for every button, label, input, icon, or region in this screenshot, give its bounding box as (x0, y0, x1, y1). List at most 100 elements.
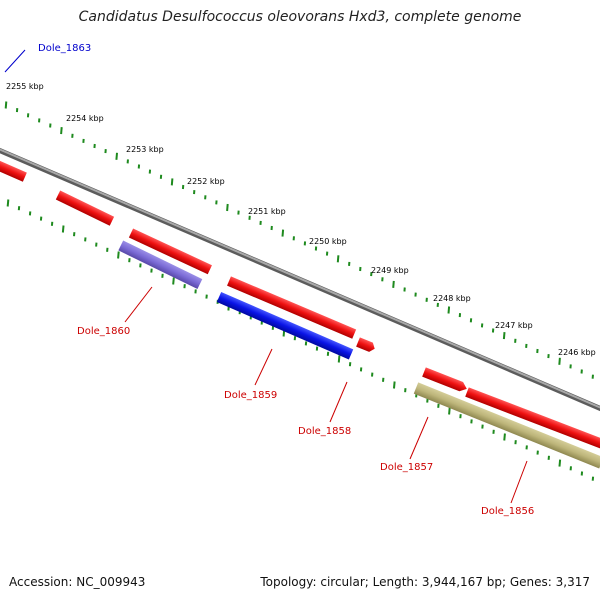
minor-tick (292, 236, 295, 241)
minor-tick (93, 143, 96, 149)
minor-tick (49, 123, 52, 128)
minor-tick (237, 210, 240, 215)
genome-title: Candidatus Desulfococcus oleovorans Hxd3… (78, 9, 522, 25)
cds-feature[interactable] (356, 337, 376, 353)
minor-tick (161, 273, 164, 278)
gene-labels: Dole_1863 Dole_1860 Dole_1859 Dole_1858 … (38, 43, 534, 517)
minor-tick (215, 200, 218, 205)
minor-tick (492, 429, 495, 434)
minor-tick (458, 313, 462, 318)
major-tick (558, 459, 562, 467)
minor-tick (271, 325, 275, 330)
minor-tick (181, 184, 185, 190)
minor-tick (469, 318, 473, 323)
scale-label: 2248 kbp (433, 294, 471, 303)
minor-tick (371, 372, 374, 377)
scale-label: 2254 kbp (66, 114, 104, 123)
minor-tick (28, 211, 32, 216)
minor-tick (426, 398, 429, 403)
label-leaders (4, 49, 528, 504)
cds-feature[interactable] (422, 367, 468, 393)
minor-tick (104, 149, 107, 154)
major-tick (226, 203, 229, 212)
minor-tick (50, 221, 54, 226)
minor-tick (148, 169, 152, 174)
major-tick (503, 433, 506, 441)
major-tick (6, 199, 10, 207)
forward-cds-track (0, 157, 600, 451)
gene-label-dole-1859[interactable]: Dole_1859 (224, 390, 277, 401)
minor-tick (314, 246, 318, 251)
minor-tick (73, 232, 76, 237)
minor-tick (26, 113, 30, 118)
minor-tick (536, 450, 539, 455)
minor-tick (359, 266, 362, 272)
minor-tick (71, 133, 74, 138)
minor-tick (370, 272, 373, 277)
minor-tick (315, 346, 319, 351)
minor-tick (84, 237, 87, 242)
major-tick (117, 251, 120, 259)
minor-tick (183, 284, 186, 289)
minor-tick (404, 388, 407, 393)
scale-label: 2246 kbp (558, 348, 596, 357)
minor-tick (139, 263, 142, 268)
major-tick (170, 178, 174, 186)
major-tick (60, 127, 63, 135)
cds-feature[interactable] (0, 157, 27, 182)
scale-label: 2247 kbp (495, 321, 533, 330)
minor-tick (303, 241, 307, 246)
cds-feature[interactable] (128, 228, 212, 275)
minor-tick (481, 424, 484, 429)
minor-tick (348, 261, 351, 266)
scale-label: 2249 kbp (371, 266, 409, 275)
blue-cds[interactable] (216, 291, 354, 360)
minor-tick (569, 364, 572, 369)
minor-tick (325, 251, 329, 256)
cds-feature[interactable] (465, 387, 600, 451)
minor-tick (304, 341, 308, 346)
minor-tick (194, 289, 197, 294)
minor-tick (17, 206, 21, 211)
minor-tick (293, 336, 297, 341)
minor-tick (437, 403, 440, 408)
minor-tick (525, 445, 528, 450)
olive-cds[interactable] (413, 382, 600, 469)
minor-tick (82, 138, 85, 143)
major-tick (502, 332, 506, 340)
gene-label-dole-1857[interactable]: Dole_1857 (380, 462, 433, 473)
gene-label-dole-1856[interactable]: Dole_1856 (481, 506, 534, 517)
cds-feature[interactable] (227, 276, 357, 339)
minor-tick (381, 277, 384, 282)
minor-tick (480, 323, 484, 328)
minor-tick (591, 374, 594, 379)
minor-tick (414, 292, 417, 297)
genome-backbone (0, 147, 600, 412)
minor-tick (425, 297, 428, 302)
minor-tick (248, 215, 251, 220)
gene-label-dole-1858[interactable]: Dole_1858 (298, 426, 351, 437)
major-tick (336, 255, 340, 263)
minor-tick (436, 302, 439, 307)
minor-tick (259, 220, 262, 225)
purple-cds[interactable] (118, 240, 203, 289)
inner-scale-ticks (6, 199, 595, 481)
gene-label-dole-1863[interactable]: Dole_1863 (38, 43, 91, 54)
major-tick (172, 277, 175, 285)
minor-tick (514, 338, 517, 343)
minor-tick (106, 247, 109, 252)
major-tick (4, 101, 8, 109)
major-tick (61, 225, 65, 233)
gene-label-dole-1860[interactable]: Dole_1860 (77, 326, 130, 337)
minor-tick (580, 369, 583, 374)
minor-tick (525, 343, 528, 348)
accession-text: Accession: NC_009943 (9, 575, 146, 589)
minor-tick (205, 294, 208, 299)
minor-tick (470, 419, 473, 424)
minor-tick (580, 471, 584, 476)
minor-tick (348, 362, 352, 367)
cds-feature[interactable] (55, 190, 115, 226)
scale-label: 2251 kbp (248, 207, 286, 216)
minor-tick (150, 268, 153, 273)
